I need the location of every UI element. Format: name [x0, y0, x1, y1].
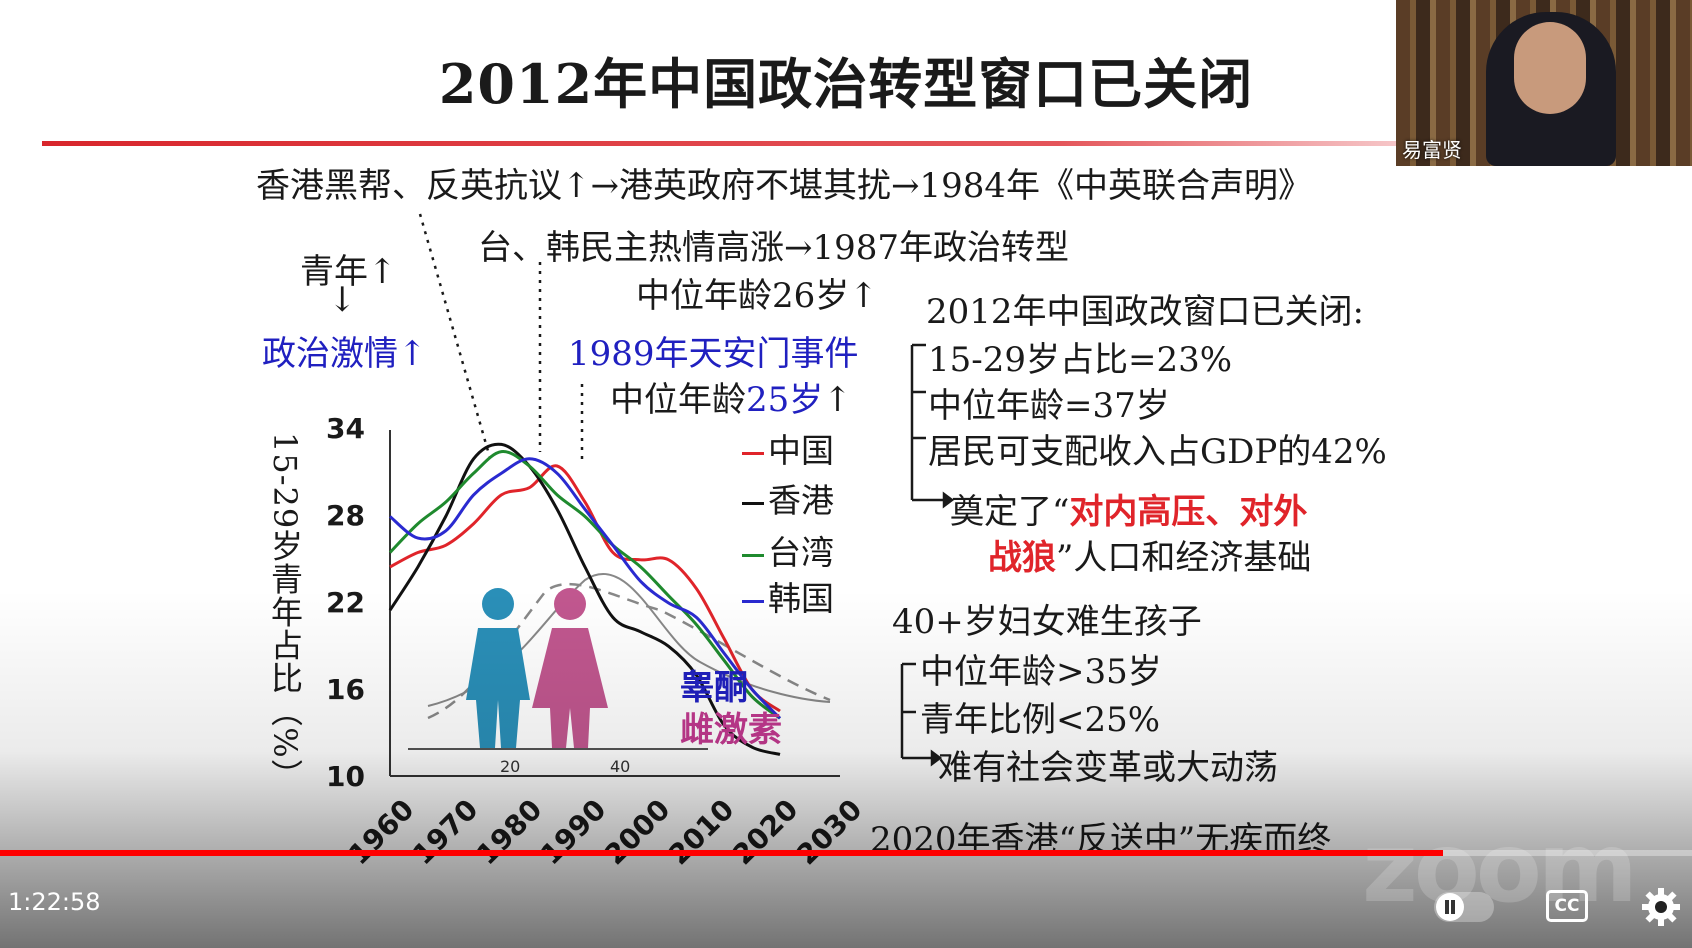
- tiananmen-label: 1989年天安门事件: [568, 334, 859, 374]
- right-item-1: 15-29岁占比=23%: [928, 340, 1233, 380]
- legend-item: 中国: [742, 424, 834, 472]
- video-timecode: 1:22:58: [8, 888, 101, 916]
- video-progress-fill: [0, 850, 1444, 856]
- down-arrow-icon: ↓: [328, 280, 357, 320]
- legend-swatch-korea: [742, 599, 764, 603]
- speaker-video-tile[interactable]: [1396, 0, 1692, 166]
- right-item-2: 中位年龄=37岁: [928, 386, 1170, 426]
- pause-icon: [1445, 900, 1449, 914]
- y-tick-label: 28: [326, 499, 365, 532]
- youth-label: 青年↑: [300, 252, 397, 292]
- legend-swatch-china: [742, 451, 764, 455]
- basis-line-2: 战狼”人口和经济基础: [988, 538, 1312, 578]
- y-tick-label: 34: [326, 412, 365, 445]
- estrogen-label: 雌激素: [680, 710, 782, 750]
- speaker-face: [1514, 22, 1586, 114]
- autoplay-toggle-knob: [1436, 893, 1464, 921]
- timeline-line-1: 香港黑帮、反英抗议↑→港英政府不堪其扰→1984年《中英联合声明》: [256, 166, 1312, 206]
- median25-label: 中位年龄25岁↑: [610, 380, 852, 420]
- autoplay-toggle[interactable]: [1434, 892, 1494, 922]
- zoom-watermark: zoom: [1362, 812, 1638, 924]
- y-axis-label: 15-29岁青年占比（%）: [266, 432, 304, 792]
- inset-tick-label: 40: [610, 757, 630, 776]
- legend-item: 韩国: [742, 572, 834, 620]
- timeline-line-3: 中位年龄26岁↑: [636, 276, 878, 316]
- male-figure-icon: [466, 588, 530, 748]
- inset-tick-label: 20: [500, 757, 520, 776]
- right-heading: 2012年中国政改窗口已关闭:: [926, 292, 1364, 332]
- closed-captions-button[interactable]: CC: [1546, 890, 1588, 922]
- speaker-name-label: 易富贤: [1402, 138, 1462, 162]
- legend-swatch-taiwan: [742, 553, 764, 557]
- timeline-line-2: 台、韩民主热情高涨→1987年政治转型: [478, 228, 1070, 268]
- settings-gear-icon[interactable]: [1640, 886, 1682, 928]
- passion-label: 政治激情↑: [262, 334, 427, 374]
- legend-item: 香港: [742, 474, 834, 522]
- cc-icon: CC: [1554, 896, 1580, 916]
- title-underline: [42, 141, 1492, 146]
- legend-item: 台湾: [742, 526, 834, 574]
- video-progress-bar[interactable]: [0, 850, 1692, 856]
- slide-title: 2012年中国政治转型窗口已关闭: [438, 52, 1254, 116]
- legend-swatch-hongkong: [742, 501, 764, 505]
- right-item-3: 居民可支配收入占GDP的42%: [928, 432, 1387, 472]
- basis-line-1: 奠定了“对内高压、对外: [950, 492, 1308, 532]
- female-figure-icon: [532, 588, 608, 748]
